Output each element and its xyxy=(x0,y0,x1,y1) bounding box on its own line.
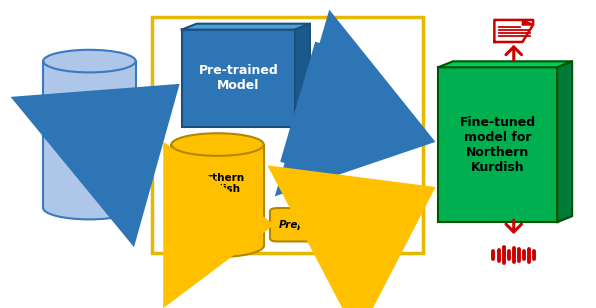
Polygon shape xyxy=(495,20,533,42)
Text: Northern
Kurdish
Speech
Corpus: Northern Kurdish Speech Corpus xyxy=(191,173,244,217)
Bar xyxy=(43,61,135,208)
Text: 680K Hours of
Multilingual
Speech
Corpora: 680K Hours of Multilingual Speech Corpor… xyxy=(48,112,131,157)
Ellipse shape xyxy=(172,133,263,156)
Polygon shape xyxy=(557,61,572,222)
Bar xyxy=(43,61,135,208)
Ellipse shape xyxy=(43,50,135,72)
Ellipse shape xyxy=(43,197,135,219)
Text: Preprocessing: Preprocessing xyxy=(279,220,362,230)
Bar xyxy=(182,30,295,127)
Bar xyxy=(438,67,557,222)
FancyBboxPatch shape xyxy=(270,208,371,241)
Polygon shape xyxy=(295,24,310,127)
Bar xyxy=(172,144,263,246)
Bar xyxy=(172,144,263,246)
Polygon shape xyxy=(182,24,310,30)
Text: Fine-tuned
model for
Northern
Kurdish: Fine-tuned model for Northern Kurdish xyxy=(460,116,536,174)
Text: Pre-trained
Model: Pre-trained Model xyxy=(198,64,278,92)
Ellipse shape xyxy=(172,234,263,257)
Polygon shape xyxy=(438,61,572,67)
Bar xyxy=(152,18,423,253)
Polygon shape xyxy=(522,20,533,25)
